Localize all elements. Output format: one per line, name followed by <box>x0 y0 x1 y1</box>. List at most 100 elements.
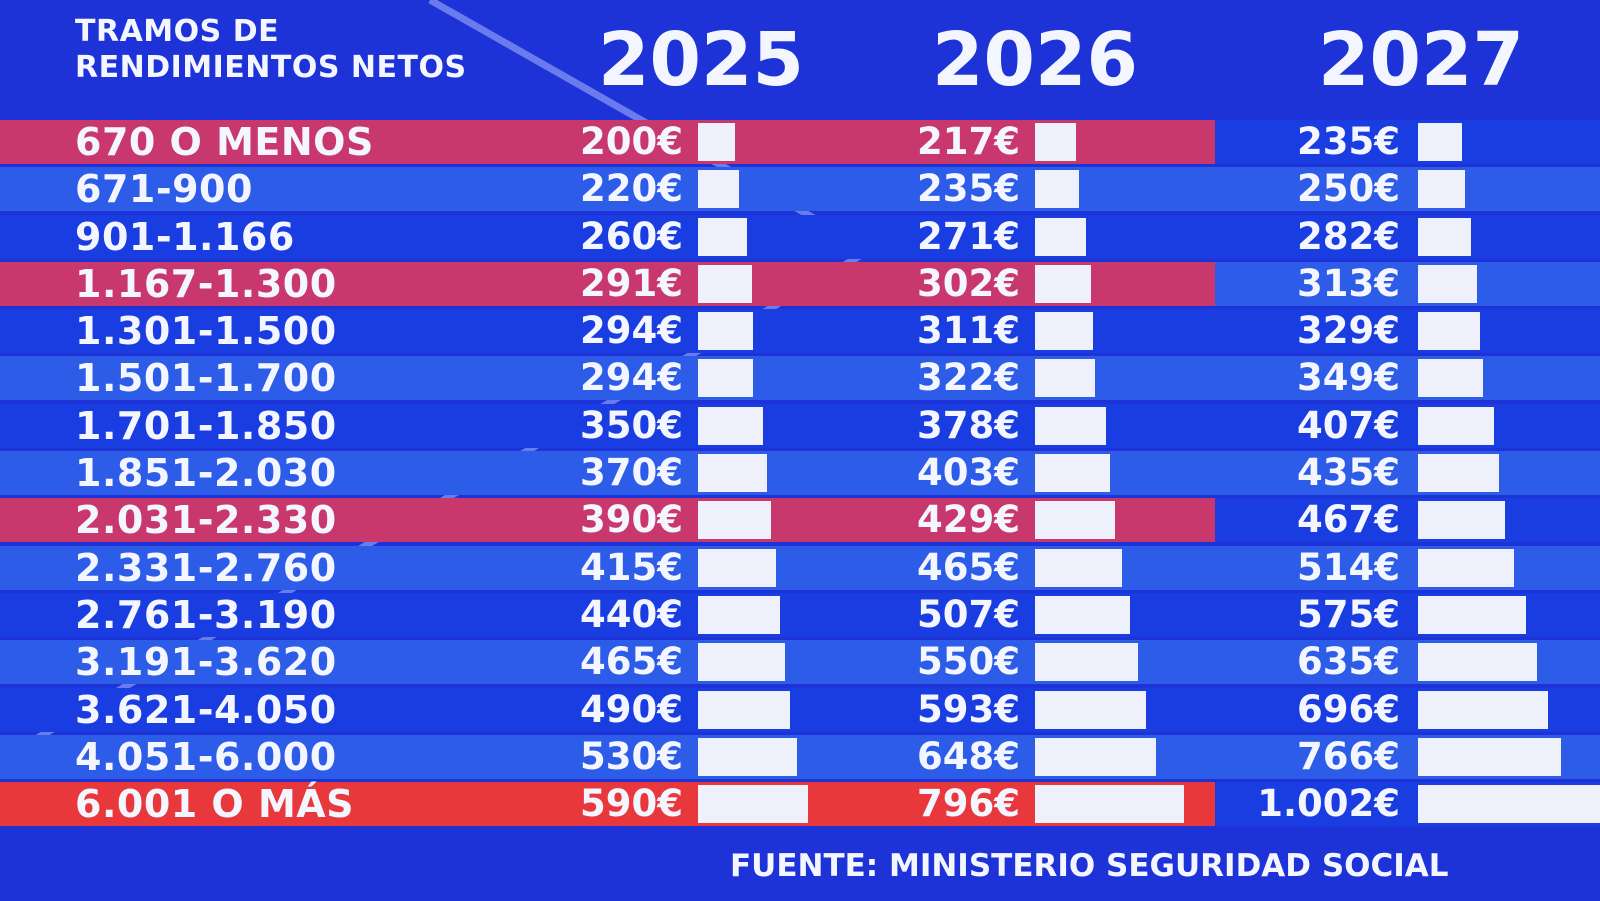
table-rows: 670 O MENOS 200€ 217€ 235€ 671-900 220€ 235€ 25… <box>0 118 1600 827</box>
bar-2027 <box>1418 690 1549 729</box>
value-label-2026: 217€ <box>917 120 1020 163</box>
value-label-2027: 313€ <box>1297 261 1400 305</box>
bar-2025 <box>698 737 798 776</box>
value-label-2026: 403€ <box>917 451 1020 495</box>
row-background <box>0 734 1600 779</box>
year-header-2026: 2026 <box>932 17 1138 103</box>
bracket-label: 1.501-1.700 <box>75 356 337 401</box>
bracket-label: 2.331-2.760 <box>75 545 337 590</box>
value-label-2026: 378€ <box>917 403 1020 447</box>
value-label-2025: 294€ <box>580 309 683 353</box>
category-header: TRAMOS DE RENDIMIENTOS NETOS <box>75 14 467 86</box>
bracket-label: 2.031-2.330 <box>75 498 337 543</box>
bar-2027 <box>1418 359 1484 398</box>
bar-2027 <box>1418 264 1477 303</box>
row-background <box>0 167 1600 212</box>
value-label-2025: 291€ <box>580 261 683 305</box>
bar-2027 <box>1418 785 1600 824</box>
row-background <box>0 356 1600 401</box>
table-row: 1.167-1.300 291€ 302€ 313€ <box>0 260 1600 307</box>
bar-2025 <box>698 501 771 540</box>
row-highlight <box>0 261 1215 306</box>
value-label-2027: 349€ <box>1297 356 1400 400</box>
bar-2025 <box>698 785 809 824</box>
row-background <box>0 309 1600 354</box>
bar-2026 <box>1035 595 1130 634</box>
value-label-2025: 200€ <box>580 120 683 163</box>
bar-2025 <box>698 170 740 209</box>
bracket-label: 1.301-1.500 <box>75 309 337 354</box>
bar-2026 <box>1035 123 1076 161</box>
bar-2025 <box>698 454 768 493</box>
row-highlight <box>0 498 1215 543</box>
row-background <box>0 451 1600 496</box>
bracket-label: 2.761-3.190 <box>75 592 337 637</box>
table-row: 2.031-2.330 390€ 429€ 467€ <box>0 496 1600 543</box>
value-label-2027: 329€ <box>1297 309 1400 353</box>
value-label-2025: 350€ <box>580 403 683 447</box>
bar-2025 <box>698 595 781 634</box>
bar-2027 <box>1418 217 1471 256</box>
bar-2027 <box>1418 548 1515 587</box>
value-label-2027: 435€ <box>1297 451 1400 495</box>
bracket-label: 1.851-2.030 <box>75 451 337 496</box>
value-label-2027: 1.002€ <box>1257 782 1400 826</box>
bar-2025 <box>698 264 753 303</box>
row-background <box>0 403 1600 448</box>
bracket-label: 1.701-1.850 <box>75 403 337 448</box>
value-label-2026: 311€ <box>917 309 1020 353</box>
table-row: 901-1.166 260€ 271€ 282€ <box>0 213 1600 260</box>
table-row: 670 O MENOS 200€ 217€ 235€ <box>0 118 1600 165</box>
bar-2025 <box>698 217 747 256</box>
category-header-line2: RENDIMIENTOS NETOS <box>75 50 467 85</box>
value-label-2027: 250€ <box>1297 167 1400 211</box>
bracket-label: 6.001 O MÁS <box>75 782 355 827</box>
bar-2025 <box>698 123 736 161</box>
value-label-2026: 465€ <box>917 545 1020 589</box>
bar-2025 <box>698 690 790 729</box>
value-label-2027: 575€ <box>1297 592 1400 636</box>
bar-2026 <box>1035 359 1096 398</box>
bar-2026 <box>1035 643 1138 682</box>
bar-2026 <box>1035 548 1122 587</box>
value-label-2026: 796€ <box>917 782 1020 826</box>
value-label-2025: 415€ <box>580 545 683 589</box>
value-label-2025: 590€ <box>580 782 683 826</box>
bar-2027 <box>1418 123 1462 161</box>
year-header-2025: 2025 <box>598 17 804 103</box>
bar-2027 <box>1418 454 1500 493</box>
value-label-2025: 260€ <box>580 214 683 258</box>
value-label-2026: 429€ <box>917 498 1020 542</box>
bracket-label: 670 O MENOS <box>75 120 374 164</box>
bar-2026 <box>1035 217 1086 256</box>
table-row: 3.191-3.620 465€ 550€ 635€ <box>0 638 1600 685</box>
bar-2027 <box>1418 595 1526 634</box>
value-label-2026: 550€ <box>917 640 1020 684</box>
bar-2026 <box>1035 406 1106 445</box>
value-label-2026: 271€ <box>917 214 1020 258</box>
bar-2026 <box>1035 501 1116 540</box>
bar-2027 <box>1418 737 1562 776</box>
value-label-2027: 235€ <box>1297 120 1400 163</box>
row-highlight <box>0 782 1215 827</box>
table-row: 4.051-6.000 530€ 648€ 766€ <box>0 733 1600 780</box>
bar-2025 <box>698 312 753 351</box>
table-row: 3.621-4.050 490€ 593€ 696€ <box>0 686 1600 733</box>
value-label-2025: 440€ <box>580 592 683 636</box>
bar-2027 <box>1418 312 1480 351</box>
value-label-2026: 322€ <box>917 356 1020 400</box>
row-background <box>0 687 1600 732</box>
bar-2026 <box>1035 785 1184 824</box>
bracket-label: 901-1.166 <box>75 214 295 259</box>
value-label-2026: 302€ <box>917 261 1020 305</box>
year-header-2027: 2027 <box>1318 17 1524 103</box>
value-label-2027: 407€ <box>1297 403 1400 447</box>
bar-2027 <box>1418 170 1465 209</box>
table-row: 2.761-3.190 440€ 507€ 575€ <box>0 591 1600 638</box>
table-row: 2.331-2.760 415€ 465€ 514€ <box>0 544 1600 591</box>
bar-2025 <box>698 406 764 445</box>
value-label-2027: 467€ <box>1297 498 1400 542</box>
bracket-label: 1.167-1.300 <box>75 261 337 306</box>
bar-2026 <box>1035 264 1092 303</box>
value-label-2027: 514€ <box>1297 545 1400 589</box>
